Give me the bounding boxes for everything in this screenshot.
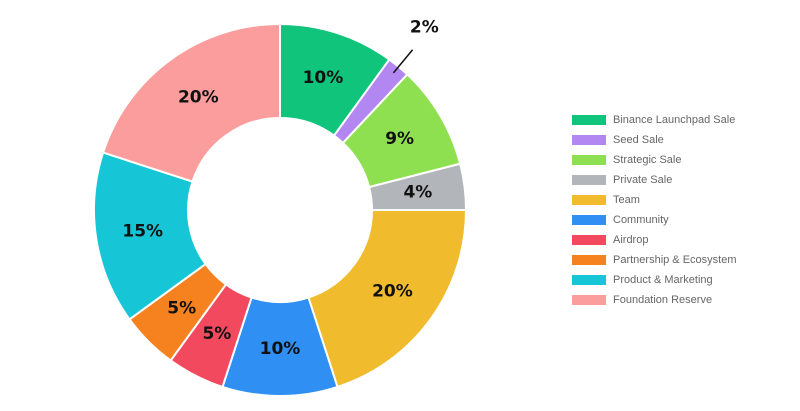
legend-swatch: [572, 135, 606, 145]
value-label: 20%: [178, 88, 219, 108]
legend-swatch: [572, 175, 606, 185]
value-label: 15%: [122, 222, 163, 242]
value-label: 10%: [303, 68, 344, 88]
legend-label: Airdrop: [613, 234, 648, 246]
value-label: 5%: [202, 324, 231, 344]
legend-swatch: [572, 215, 606, 225]
value-label: 4%: [403, 183, 432, 203]
slice: [307, 209, 468, 389]
legend-swatch: [572, 195, 606, 205]
slice: [101, 22, 281, 183]
value-label: 2%: [410, 17, 439, 37]
legend-swatch: [572, 255, 606, 265]
legend-swatch: [572, 115, 606, 125]
legend-label: Strategic Sale: [613, 154, 681, 166]
value-label: 10%: [260, 339, 301, 359]
legend-label: Seed Sale: [613, 134, 664, 146]
legend-swatch: [572, 295, 606, 305]
legend-swatch: [572, 275, 606, 285]
legend-label: Team: [613, 194, 640, 206]
legend-label: Product & Marketing: [613, 274, 713, 286]
legend-label: Community: [613, 214, 669, 226]
legend-label: Foundation Reserve: [613, 294, 712, 306]
value-label: 20%: [372, 282, 413, 302]
legend-label: Private Sale: [613, 174, 672, 186]
slice: [93, 151, 207, 321]
legend-label: Partnership & Ecosystem: [613, 254, 737, 266]
leader-line: [392, 49, 414, 74]
legend-swatch: [572, 235, 606, 245]
value-label: 9%: [385, 129, 414, 149]
value-label: 5%: [167, 298, 196, 318]
legend-label: Binance Launchpad Sale: [613, 114, 735, 126]
legend-swatch: [572, 155, 606, 165]
